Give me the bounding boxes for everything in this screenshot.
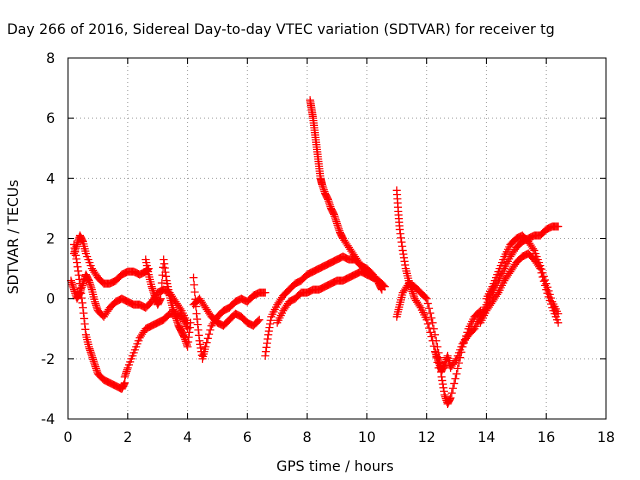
data-point (425, 304, 434, 313)
data-point (554, 222, 563, 231)
series-track-f (189, 273, 270, 363)
y-tick-labels: -4 -2 0 2 4 6 8 (41, 51, 55, 428)
data-point (189, 273, 198, 282)
data-point (493, 290, 502, 299)
data-point (452, 369, 461, 378)
data-point (190, 280, 199, 289)
series-track-d (66, 270, 192, 327)
data-point (254, 316, 263, 325)
data-point (202, 338, 211, 347)
data-point (450, 379, 459, 388)
data-point (423, 299, 432, 308)
chart-title: Day 266 of 2016, Sidereal Day-to-day VTE… (7, 22, 555, 38)
data-point (255, 315, 264, 324)
data-point (554, 318, 563, 327)
x-tick-label: 18 (597, 430, 615, 446)
data-point (176, 304, 185, 313)
series-track-e (141, 255, 195, 351)
x-tick-label: 2 (123, 430, 132, 446)
data-point (368, 273, 377, 282)
axis-ticks (67, 57, 607, 420)
data-point (427, 332, 436, 341)
data-point (544, 286, 553, 295)
x-tick-label: 16 (537, 430, 555, 446)
data-point (427, 313, 436, 322)
data-point (432, 336, 441, 345)
data-point (542, 279, 551, 288)
data-point (426, 309, 435, 318)
data-point (538, 268, 547, 277)
data-point (447, 389, 456, 398)
data-point (423, 319, 432, 328)
data-point (536, 261, 545, 270)
data-point (529, 244, 538, 253)
data-point (537, 265, 546, 274)
x-tick-label: 8 (303, 430, 312, 446)
data-point (190, 288, 199, 297)
data-point (159, 263, 168, 272)
data-point (156, 294, 165, 303)
y-tick-label: 8 (46, 51, 55, 67)
series-track-g (189, 294, 264, 330)
series-track-a (69, 240, 129, 393)
series-track-i (273, 267, 389, 327)
data-point (379, 281, 388, 290)
y-tick-label: 6 (46, 111, 55, 127)
data-point (547, 294, 556, 303)
data-point (539, 272, 548, 281)
data-point (201, 342, 210, 351)
data-points (66, 96, 563, 408)
y-tick-label: -2 (41, 352, 55, 368)
x-tick-label: 6 (243, 430, 252, 446)
series-track-c (69, 231, 153, 288)
data-point (203, 334, 212, 343)
data-point (453, 364, 462, 373)
x-tick-label: 10 (358, 430, 376, 446)
y-tick-label: 2 (46, 232, 55, 248)
data-point (426, 328, 435, 337)
data-point (545, 290, 554, 299)
data-point (415, 301, 424, 310)
data-point (206, 325, 215, 334)
series-track-b (120, 309, 192, 381)
data-point (205, 330, 214, 339)
data-point (157, 286, 166, 295)
data-point (422, 294, 431, 303)
data-point (428, 318, 437, 327)
data-point (451, 356, 460, 365)
data-point (541, 276, 550, 285)
x-tick-label: 14 (478, 430, 496, 446)
data-point (451, 374, 460, 383)
data-point (261, 288, 270, 297)
data-point (380, 282, 389, 291)
data-point (422, 315, 431, 324)
x-tick-labels: 0 2 4 6 8 10 12 14 16 18 (64, 430, 615, 446)
data-point (429, 342, 438, 351)
y-tick-label: -4 (41, 412, 55, 428)
x-axis-label: GPS time / hours (276, 459, 393, 475)
data-point (186, 318, 195, 327)
data-point (421, 293, 430, 302)
data-point (543, 283, 552, 292)
data-point (446, 393, 455, 402)
x-tick-label: 4 (183, 430, 192, 446)
series-track-o (482, 231, 563, 318)
series-track-j (306, 96, 377, 282)
y-axis-label: SDTVAR / TECUs (6, 180, 22, 295)
data-point (431, 330, 440, 339)
y-tick-label: 0 (46, 292, 55, 308)
data-point (554, 309, 563, 318)
data-point (157, 279, 166, 288)
y-tick-label: 4 (46, 171, 55, 187)
data-point (433, 342, 442, 351)
data-point (367, 272, 376, 281)
x-tick-label: 0 (64, 430, 73, 446)
data-point (425, 324, 434, 333)
data-point (429, 324, 438, 333)
data-point (448, 384, 457, 393)
series-track-k (392, 186, 443, 372)
x-tick-label: 12 (418, 430, 436, 446)
